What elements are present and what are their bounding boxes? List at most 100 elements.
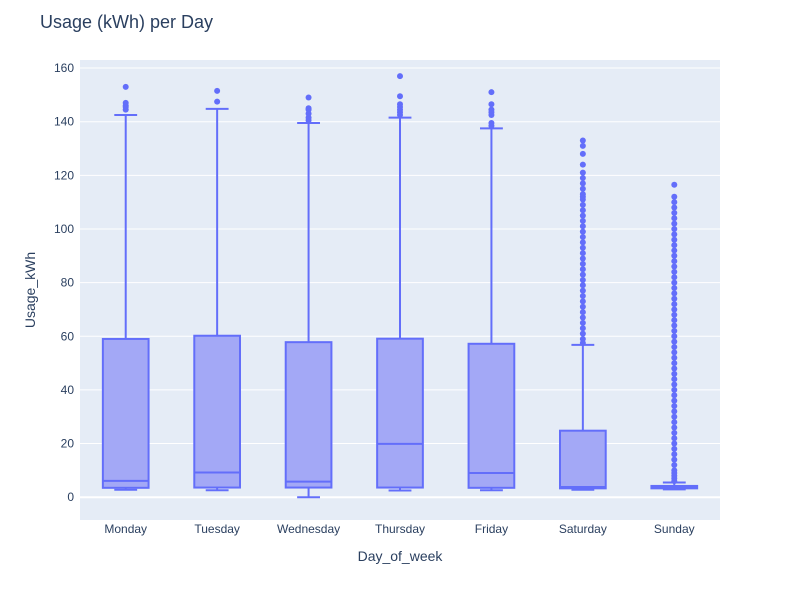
outlier-point — [671, 467, 678, 474]
outlier-point — [122, 83, 129, 90]
outlier-point — [579, 250, 586, 257]
outlier-point — [579, 223, 586, 230]
box-wednesday — [284, 94, 333, 499]
outlier-point — [397, 93, 403, 100]
outlier-point — [671, 247, 678, 254]
outlier-point — [579, 293, 586, 300]
outlier-point — [488, 101, 495, 108]
box-monday — [101, 83, 150, 491]
outlier-point — [579, 266, 586, 273]
outlier-point — [305, 105, 312, 112]
outlier-point — [671, 392, 678, 399]
outlier-point — [671, 424, 678, 431]
box-iqr — [284, 341, 333, 489]
y-tick-label: 20 — [61, 437, 75, 451]
outlier-point — [671, 220, 678, 227]
outlier-point — [671, 343, 678, 350]
outlier-point — [579, 276, 586, 283]
outlier-point — [579, 207, 586, 214]
outlier-point — [671, 397, 678, 404]
outlier-point — [671, 354, 678, 361]
outlier-point — [671, 360, 678, 367]
outlier-point — [671, 322, 678, 329]
outlier-point — [579, 169, 586, 176]
outlier-point — [671, 445, 678, 452]
outlier-point — [671, 306, 678, 313]
y-tick-label: 0 — [67, 490, 74, 504]
outlier-point — [305, 94, 312, 101]
outlier-point — [671, 462, 678, 469]
outlier-point — [671, 290, 678, 297]
y-axis-label: Usage_kWh — [22, 252, 38, 328]
outlier-point — [579, 175, 586, 182]
outlier-point — [579, 255, 586, 262]
outlier-point — [671, 333, 678, 340]
outlier-point — [671, 231, 678, 238]
outlier-point — [579, 271, 586, 278]
outlier-point — [214, 87, 221, 94]
outlier-point — [579, 137, 586, 144]
outlier-point — [671, 209, 678, 216]
outlier-point — [122, 99, 129, 106]
outlier-point — [671, 236, 678, 243]
outlier-point — [579, 314, 586, 321]
outlier-point — [579, 325, 586, 332]
outlier-point — [671, 274, 678, 281]
box-iqr — [376, 337, 424, 489]
outlier-point — [671, 215, 678, 222]
outlier-point — [488, 89, 495, 96]
outlier-point — [671, 386, 678, 393]
outlier-point — [671, 429, 678, 436]
y-tick-label: 120 — [54, 168, 74, 182]
outlier-point — [397, 73, 403, 80]
x-axis-ticks: Monday Tuesday Wednesday Thursday Friday Satu… — [104, 522, 694, 536]
outlier-point — [671, 435, 678, 442]
outlier-point — [579, 217, 586, 224]
outlier-point — [671, 268, 678, 275]
outlier-point — [579, 161, 586, 168]
x-tick-label: Wednesday — [277, 522, 340, 536]
x-tick-label: Sunday — [654, 522, 695, 536]
x-tick-label: Thursday — [375, 522, 425, 536]
box-iqr — [559, 429, 607, 490]
chart-title: Usage (kWh) per Day — [40, 12, 214, 32]
outlier-point — [671, 311, 678, 318]
outlier-point — [671, 381, 678, 388]
outlier-point — [671, 338, 678, 345]
x-tick-label: Friday — [475, 522, 508, 536]
outlier-point — [488, 120, 495, 127]
outlier-point — [579, 287, 586, 294]
outlier-point — [579, 244, 586, 251]
box-iqr — [101, 337, 150, 489]
outlier-point — [671, 181, 678, 188]
box-thursday — [376, 73, 424, 492]
outlier-point — [671, 284, 678, 291]
y-tick-label: 60 — [61, 329, 75, 343]
outlier-point — [671, 413, 678, 420]
outlier-point — [671, 225, 678, 232]
box-saturday — [559, 137, 607, 491]
outlier-point — [671, 295, 678, 302]
outlier-point — [671, 349, 678, 356]
outlier-point — [671, 365, 678, 372]
y-tick-label: 160 — [54, 61, 74, 75]
outlier-point — [579, 234, 586, 241]
box-iqr — [193, 334, 242, 489]
outlier-point — [579, 191, 586, 198]
outlier-point — [579, 180, 586, 187]
x-tick-label: Saturday — [559, 522, 607, 536]
boxes — [101, 73, 699, 499]
outlier-point — [579, 185, 586, 192]
outlier-point — [671, 440, 678, 447]
outlier-point — [579, 201, 586, 208]
outlier-point — [671, 204, 678, 211]
outlier-point — [671, 317, 678, 324]
box-iqr — [467, 342, 516, 489]
outlier-point — [579, 309, 586, 316]
outlier-point — [579, 303, 586, 310]
outlier-point — [671, 301, 678, 308]
outlier-point — [579, 298, 586, 305]
x-tick-label: Tuesday — [194, 522, 240, 536]
outlier-point — [397, 101, 403, 108]
